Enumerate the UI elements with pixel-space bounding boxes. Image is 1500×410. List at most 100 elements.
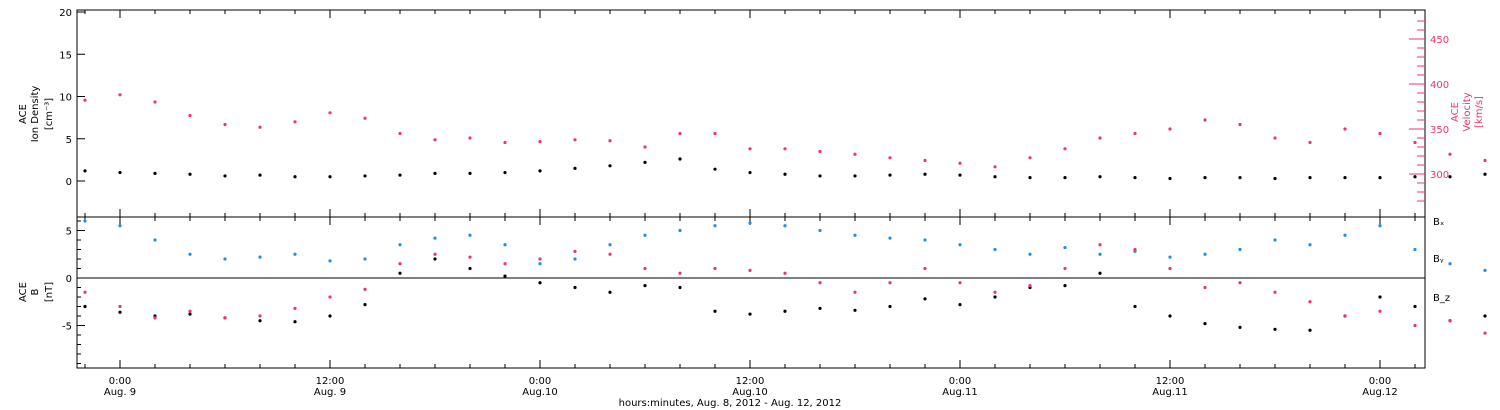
- date-tick-label: Aug.11: [942, 387, 977, 398]
- density-point: [538, 169, 542, 173]
- bz-point: [118, 304, 122, 309]
- velocity-point: [643, 145, 647, 149]
- density-point: [748, 170, 752, 175]
- top-panel-frame: [76, 9, 1426, 218]
- density-point: [118, 170, 122, 175]
- time-tick-label: 0:00: [529, 376, 551, 387]
- by-point: [258, 255, 262, 259]
- data-points: [83, 93, 1487, 335]
- bx-point: [818, 306, 822, 310]
- by-point: [1203, 252, 1207, 256]
- density-point: [433, 171, 437, 175]
- bx-point: [1273, 327, 1277, 331]
- velocity-point: [293, 120, 297, 124]
- bx-point: [713, 309, 717, 313]
- by-point: [1483, 268, 1487, 272]
- velocity-point: [83, 98, 87, 102]
- by-point: [923, 238, 927, 242]
- by-point: [1098, 252, 1102, 256]
- bx-point: [1063, 284, 1067, 288]
- velocity-point: [1273, 136, 1277, 140]
- bottom-panel-frame: [76, 216, 1426, 369]
- by-point: [1238, 247, 1242, 252]
- density-point: [328, 175, 332, 179]
- velocity-point: [993, 165, 997, 169]
- bx-point: [1378, 295, 1382, 299]
- time-tick-label: 0:00: [109, 376, 131, 387]
- density-point: [713, 167, 717, 171]
- bx-point: [993, 295, 997, 299]
- bz-point: [958, 281, 962, 285]
- by-point: [328, 259, 332, 263]
- by-point: [293, 252, 297, 256]
- bx-point: [608, 290, 612, 294]
- field-tick-label: 0: [66, 274, 72, 285]
- density-point: [923, 172, 927, 176]
- velocity-point: [748, 147, 752, 151]
- bx-point: [923, 297, 927, 301]
- by-point: [503, 243, 507, 247]
- density-point: [468, 171, 472, 175]
- bx-point: [1203, 322, 1207, 326]
- bz-point: [1028, 284, 1032, 288]
- bx-point: [1413, 304, 1417, 309]
- by-point: [573, 257, 577, 261]
- density-point: [993, 175, 997, 179]
- date-tick-label: Aug.12: [1362, 387, 1397, 398]
- bx-point: [1308, 328, 1312, 332]
- velocity-point: [958, 161, 962, 165]
- by-point: [1413, 247, 1417, 252]
- velocity-tick-label: 300: [1430, 170, 1449, 181]
- bx-point: [188, 312, 192, 316]
- velocity-point: [923, 158, 927, 163]
- velocity-point: [118, 93, 122, 97]
- velocity-point: [1098, 136, 1102, 140]
- date-tick-label: Aug. 9: [104, 387, 136, 398]
- bx-point: [433, 257, 437, 261]
- density-point: [188, 172, 192, 176]
- velocity-point: [1028, 156, 1032, 160]
- bz-point: [1168, 266, 1172, 271]
- bx-point: [293, 320, 297, 324]
- bz-point: [608, 252, 612, 256]
- density-point: [1448, 175, 1452, 179]
- bz-point: [1308, 300, 1312, 304]
- density-point: [83, 169, 87, 173]
- bz-point: [678, 271, 682, 275]
- density-point: [223, 174, 227, 178]
- bx-point: [503, 274, 507, 278]
- velocity-point: [1378, 131, 1382, 136]
- density-point: [643, 160, 647, 165]
- velocity-point: [1483, 158, 1487, 163]
- velocity-point: [853, 152, 857, 156]
- by-point: [83, 219, 87, 223]
- density-tick-label: 10: [59, 93, 72, 104]
- by-point: [1343, 233, 1347, 237]
- velocity-point: [678, 131, 682, 136]
- bz-point: [748, 268, 752, 272]
- bz-point: [783, 271, 787, 275]
- velocity-tick-label: 450: [1430, 35, 1449, 46]
- density-point: [1378, 176, 1382, 180]
- field-label-line2: B: [30, 288, 41, 295]
- bz-point: [83, 290, 87, 294]
- by-point: [818, 228, 822, 233]
- velocity-point: [328, 111, 332, 115]
- bz-point: [1483, 331, 1487, 335]
- density-units: [cm⁻³]: [44, 98, 55, 130]
- velocity-point: [258, 125, 262, 129]
- density-point: [293, 175, 297, 179]
- density-point: [1343, 176, 1347, 180]
- density-point: [678, 157, 682, 161]
- density-point: [398, 173, 402, 177]
- bz-point: [923, 266, 927, 271]
- by-point: [1448, 262, 1452, 266]
- bz-point: [188, 309, 192, 313]
- field-tick-label: -5: [62, 322, 72, 333]
- velocity-point: [1238, 122, 1242, 127]
- legend-by: Bᵧ: [1433, 254, 1444, 265]
- density-point: [958, 173, 962, 177]
- by-point: [153, 238, 157, 242]
- bx-point: [258, 319, 262, 323]
